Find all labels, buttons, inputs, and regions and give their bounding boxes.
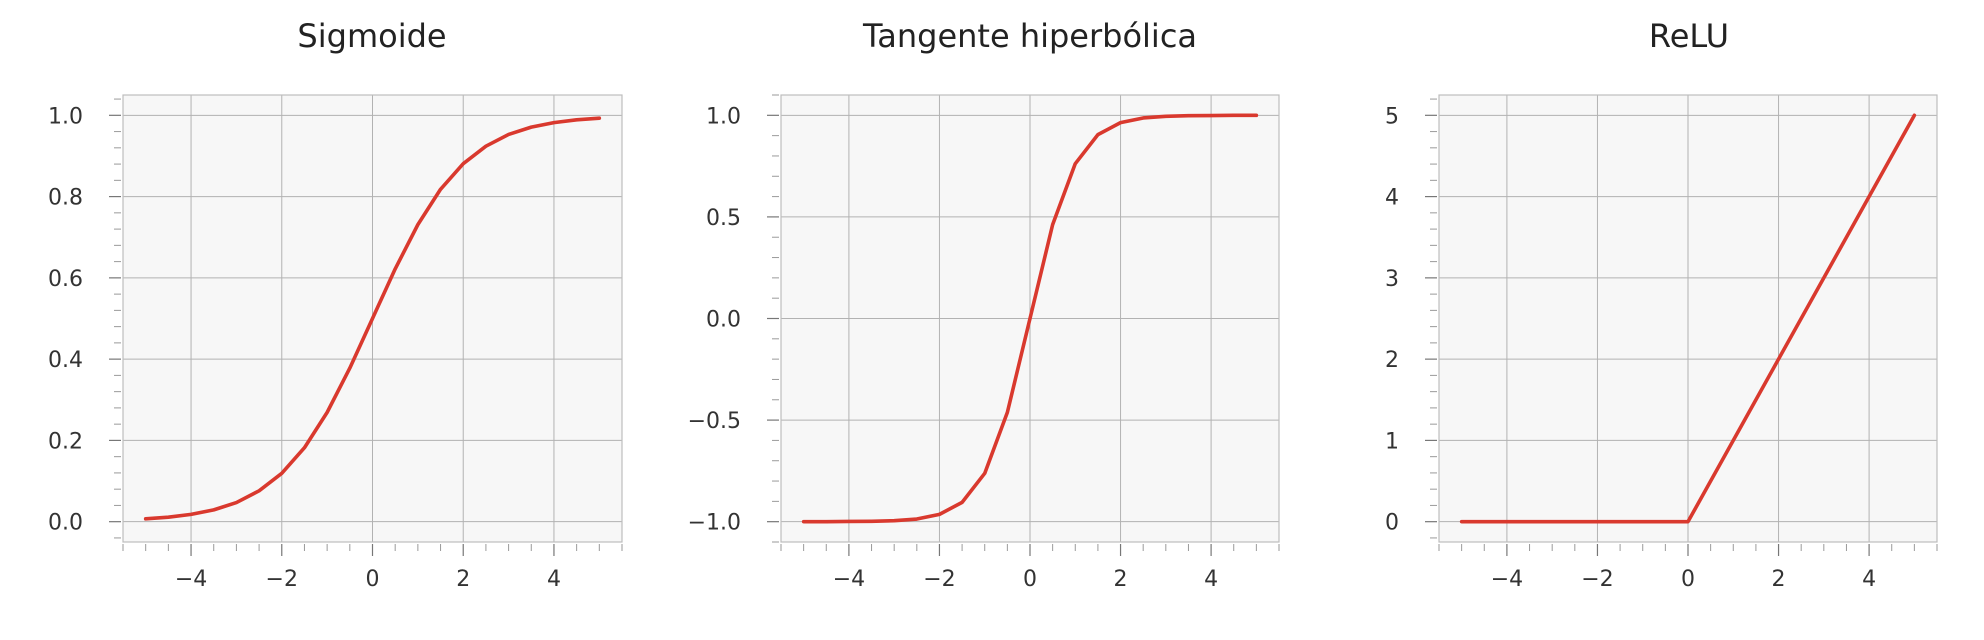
- x-tick-label: 2: [1114, 567, 1128, 592]
- plot-frame: [780, 94, 1280, 543]
- x-tick-label: 4: [1204, 567, 1218, 592]
- x-tick-label: 0: [366, 567, 380, 592]
- series-line: [1459, 113, 1917, 524]
- chart-title: Sigmoide: [297, 17, 446, 55]
- chart-title: ReLU: [1649, 17, 1729, 55]
- y-tick-label: 0.8: [48, 186, 83, 211]
- y-tick-label: −1.0: [688, 511, 741, 536]
- y-tick-label: 0.0: [48, 511, 83, 536]
- y-tick-label: 0.5: [706, 206, 741, 231]
- y-tick-label: 0.4: [48, 348, 83, 373]
- y-tick-label: 2: [1385, 348, 1399, 373]
- y-tick-label: 5: [1385, 104, 1399, 129]
- series-line: [143, 116, 602, 521]
- tanh-chart: Tangente hiperbólica −4 −2 0 2 4 −1.0 −0.5 0.0 0…: [688, 17, 1280, 592]
- y-tick-label: 1.0: [48, 104, 83, 129]
- y-tick-label: 0.2: [48, 429, 83, 454]
- x-tick-label: −2: [923, 567, 955, 592]
- plot-frame: [1438, 94, 1938, 543]
- x-tick-label: −4: [175, 567, 207, 592]
- y-tick-label: 1.0: [706, 104, 741, 129]
- sigmoid-chart: Sigmoide −4 −2 0 2 4 0.0 0.2 0.4 0.6 0.8 1.0: [48, 17, 623, 592]
- series-line: [801, 113, 1259, 524]
- y-tick-label: 3: [1385, 267, 1399, 292]
- x-tick-label: 0: [1023, 567, 1037, 592]
- y-tick-label: 4: [1385, 186, 1399, 211]
- x-tick-label: 0: [1681, 567, 1695, 592]
- y-tick-label: 1: [1385, 429, 1399, 454]
- chart-title: Tangente hiperbólica: [862, 17, 1197, 55]
- x-tick-label: −2: [266, 567, 298, 592]
- relu-chart: ReLU −4 −2 0 2 4 0 1 2 3 4 5: [1385, 17, 1938, 592]
- y-tick-label: 0.0: [706, 308, 741, 333]
- x-tick-label: −4: [1491, 567, 1523, 592]
- y-tick-label: −0.5: [688, 409, 741, 434]
- y-tick-label: 0.6: [48, 267, 83, 292]
- x-tick-label: −2: [1581, 567, 1613, 592]
- x-tick-label: 2: [456, 567, 470, 592]
- x-tick-label: 4: [1862, 567, 1876, 592]
- y-tick-label: 0: [1385, 511, 1399, 536]
- x-tick-label: 2: [1772, 567, 1786, 592]
- x-tick-label: 4: [547, 567, 561, 592]
- x-tick-label: −4: [833, 567, 865, 592]
- plot-frame: [122, 94, 623, 543]
